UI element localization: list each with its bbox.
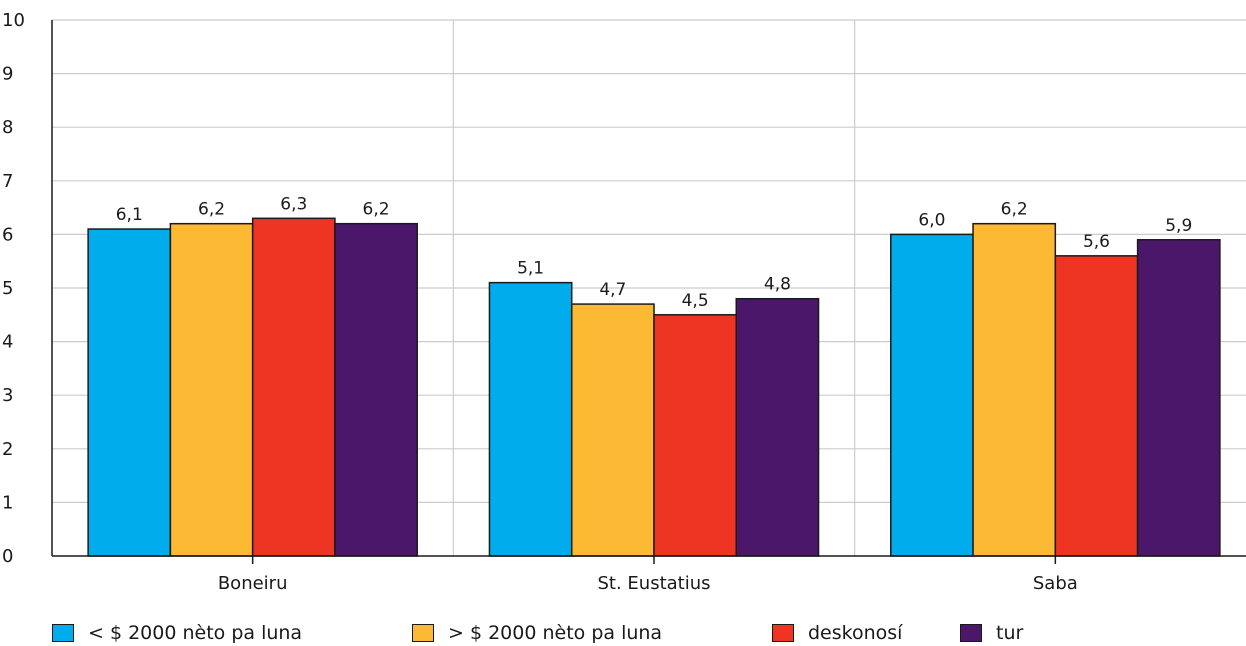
- x-category-label-1: Boneiru: [218, 573, 288, 594]
- bar-2-series-2: [570, 303, 655, 557]
- y-tick-label-0: 0: [2, 546, 13, 567]
- legend-item-series-4: tur: [960, 622, 1023, 644]
- bar-3-series-2: [972, 222, 1057, 557]
- y-tick-label-6: 6: [2, 224, 13, 245]
- y-tick-label-7: 7: [2, 171, 13, 192]
- data-label-1-series-3: 6,3: [280, 194, 307, 214]
- data-label-1-series-1: 6,1: [116, 205, 143, 225]
- legend-swatch-series-4: [960, 624, 982, 642]
- y-tick-label-10: 10: [2, 10, 25, 31]
- bar-3-series-1: [890, 233, 974, 557]
- bar-2-series-4: [735, 297, 820, 557]
- bar-2-series-1: [488, 281, 573, 557]
- bar-1-series-1: [87, 228, 172, 557]
- x-category-label-2: St. Eustatius: [597, 573, 710, 594]
- data-label-2-series-4: 4,8: [764, 275, 791, 295]
- legend-item-series-1: < $ 2000 nèto pa luna: [52, 622, 412, 644]
- y-tick-label-2: 2: [2, 439, 13, 460]
- legend-swatch-series-2: [412, 624, 434, 642]
- y-tick-label-1: 1: [2, 492, 13, 513]
- legend-label-series-1: < $ 2000 nèto pa luna: [88, 622, 303, 644]
- data-label-3-series-1: 6,0: [918, 210, 945, 230]
- y-tick-label-4: 4: [2, 332, 13, 353]
- data-label-1-series-2: 6,2: [198, 200, 225, 220]
- y-tick-label-3: 3: [2, 385, 13, 406]
- legend-label-series-4: tur: [996, 622, 1024, 644]
- y-tick-label-8: 8: [2, 117, 13, 138]
- data-label-3-series-4: 5,9: [1165, 216, 1192, 236]
- legend-item-series-3: deskonosí: [772, 622, 960, 644]
- data-label-2-series-3: 4,5: [682, 291, 709, 311]
- legend-label-series-3: deskonosí: [808, 622, 903, 644]
- legend-swatch-series-3: [772, 624, 794, 642]
- y-tick-label-9: 9: [2, 64, 13, 85]
- legend-label-series-2: > $ 2000 nèto pa luna: [448, 622, 663, 644]
- data-label-1-series-4: 6,2: [363, 200, 390, 220]
- bar-1-series-2: [169, 222, 254, 557]
- legend: < $ 2000 nèto pa luna > $ 2000 nèto pa l…: [52, 620, 1023, 646]
- data-label-3-series-2: 6,2: [1001, 200, 1028, 220]
- bar-2-series-3: [653, 314, 738, 557]
- legend-item-series-2: > $ 2000 nèto pa luna: [412, 622, 772, 644]
- bar-1-series-3: [251, 217, 336, 557]
- bar-3-series-3: [1054, 255, 1139, 557]
- bar-1-series-4: [334, 222, 418, 557]
- data-label-2-series-2: 4,7: [599, 280, 626, 300]
- data-label-3-series-3: 5,6: [1083, 232, 1110, 252]
- bar-3-series-4: [1136, 239, 1221, 557]
- x-category-label-3: Saba: [1033, 573, 1078, 594]
- legend-swatch-series-1: [52, 624, 74, 642]
- data-label-2-series-1: 5,1: [517, 259, 544, 279]
- y-tick-label-5: 5: [2, 278, 13, 299]
